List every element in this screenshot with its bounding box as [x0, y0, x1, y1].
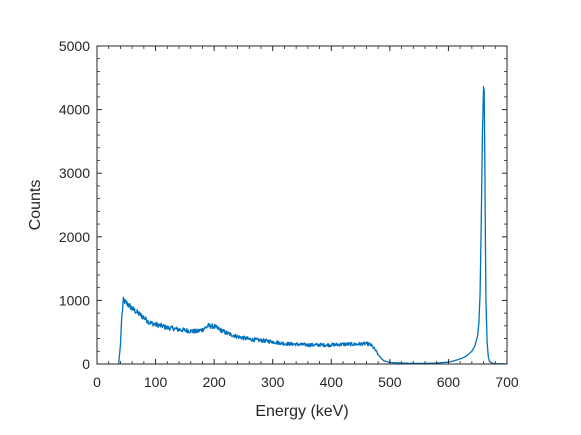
x-tick-label-5: 500 [378, 374, 402, 390]
x-axis-label: Energy (keV) [255, 403, 348, 420]
x-tick-label-7: 700 [495, 374, 519, 390]
y-axis-label: Counts [27, 180, 44, 231]
y-tick-label-4: 4000 [59, 102, 90, 118]
x-tick-label-6: 600 [437, 374, 461, 390]
y-tick-label-5: 5000 [59, 38, 90, 54]
plot-area: 0 100 200 300 400 500 600 700 0 1000 2000 3000 4000 5… [59, 38, 519, 390]
y-tick-label-1: 1000 [59, 292, 90, 308]
x-tick-label-0: 0 [93, 374, 101, 390]
x-tick-label-4: 400 [320, 374, 344, 390]
x-tick-label-3: 300 [261, 374, 285, 390]
y-tick-label-3: 3000 [59, 165, 90, 181]
y-tick-label-0: 0 [82, 356, 90, 372]
series-line-0 [118, 86, 508, 365]
y-tick-label-2: 2000 [59, 229, 90, 245]
x-tick-label-1: 100 [144, 374, 168, 390]
plot-frame [96, 45, 508, 365]
x-tick-label-2: 200 [202, 374, 226, 390]
